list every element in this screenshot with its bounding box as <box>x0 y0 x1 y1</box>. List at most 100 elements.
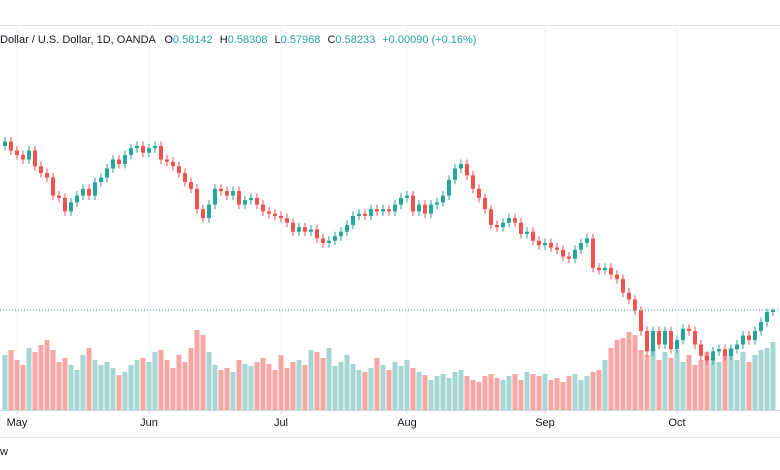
candle-body <box>56 195 61 198</box>
volume-bar <box>20 365 26 410</box>
volume-bar <box>740 352 746 410</box>
candle-body <box>206 204 211 219</box>
volume-bar <box>392 362 398 410</box>
volume-bar <box>548 380 554 410</box>
volume-bar <box>62 358 68 410</box>
candle-body <box>272 213 277 216</box>
volume-bar <box>290 362 296 410</box>
volume-bar <box>338 362 344 410</box>
volume-bar <box>362 372 368 410</box>
volume-bar <box>308 350 314 410</box>
volume-bar <box>602 360 608 410</box>
volume-bar <box>242 364 248 410</box>
volume-bar <box>404 360 410 410</box>
candle-body <box>704 355 709 361</box>
candle-body <box>332 236 337 241</box>
volume-bar <box>38 345 44 410</box>
candle-body <box>158 145 163 160</box>
x-tick-label: Jul <box>274 417 288 429</box>
candle-body <box>110 159 115 169</box>
ohlc-label: L <box>275 34 281 46</box>
candle-body <box>140 145 145 153</box>
candle-body <box>290 222 295 232</box>
volume-bar <box>704 352 710 410</box>
volume-bar <box>410 368 416 410</box>
candle-body <box>266 211 271 214</box>
candle-body <box>566 256 571 259</box>
volume-bar <box>188 348 194 410</box>
volume-bar <box>68 365 74 410</box>
candle-body <box>176 166 181 174</box>
candle-body <box>134 145 139 149</box>
candle-body <box>350 215 355 225</box>
volume-bar <box>374 358 380 410</box>
candle-body <box>164 159 169 162</box>
candle-body <box>518 222 523 234</box>
x-tick-label: Oct <box>668 417 685 429</box>
volume-bar <box>254 362 260 410</box>
candle-body <box>230 191 235 196</box>
volume-bar <box>680 362 686 410</box>
volume-bar <box>560 382 566 410</box>
legend: Dollar / U.S. Dollar, 1D, OANDA O0.58142… <box>0 34 476 46</box>
volume-bar <box>260 358 266 410</box>
low-value: 0.57968 <box>281 34 321 46</box>
candle-body <box>536 240 541 246</box>
volume-bar <box>632 335 638 410</box>
x-tick-label: Sep <box>535 417 555 429</box>
volume-bar <box>764 348 770 410</box>
volume-bar <box>284 368 290 410</box>
volume-bar <box>74 370 80 410</box>
volume-bar <box>614 340 620 410</box>
close-value: 0.58233 <box>335 34 375 46</box>
volume-bar <box>212 365 218 410</box>
volume-bar <box>164 360 170 410</box>
candle-body <box>302 227 307 232</box>
volume-bar <box>482 376 488 410</box>
candle-body <box>758 321 763 332</box>
volume-bar <box>458 370 464 410</box>
candle-body <box>248 197 253 201</box>
candle-body <box>554 247 559 250</box>
volume-bar <box>98 365 104 410</box>
volume-bar <box>470 380 476 410</box>
volume-bar <box>320 358 326 410</box>
volume-bar <box>230 372 236 410</box>
candle-body <box>260 204 265 212</box>
volume-bar <box>80 355 86 410</box>
candle-body <box>50 177 55 196</box>
volume-bar <box>380 365 386 410</box>
candle-body <box>2 141 7 146</box>
candle-body <box>680 328 685 341</box>
volume-bar <box>86 348 92 410</box>
volume-bar <box>476 382 482 410</box>
volume-bar <box>272 370 278 410</box>
volume-bar <box>278 355 284 410</box>
volume-bar <box>428 380 434 410</box>
candle-body <box>68 202 73 212</box>
candle-body <box>440 195 445 203</box>
candle-body <box>32 150 37 167</box>
candle-body <box>8 141 13 151</box>
volume-bar <box>566 376 572 410</box>
volume-bar <box>524 372 530 410</box>
volume-bar <box>650 348 656 410</box>
volume-bar <box>176 355 182 410</box>
volume-bar <box>266 364 272 410</box>
candle-body <box>416 204 421 212</box>
ohlc-label: C <box>327 34 335 46</box>
volume-bar <box>236 360 242 410</box>
candle-body <box>458 164 463 169</box>
x-tick-label: Jun <box>140 417 158 429</box>
volume-bar <box>686 355 692 410</box>
volume-bar <box>296 360 302 410</box>
volume-bar <box>746 362 752 410</box>
volume-bar <box>344 355 350 410</box>
volume-bar <box>368 368 374 410</box>
volume-bar <box>500 380 506 410</box>
candle-body <box>716 349 721 352</box>
candle-body <box>614 274 619 280</box>
volume-bar <box>710 358 716 410</box>
volume-bar <box>386 370 392 410</box>
volume-bar <box>644 355 650 410</box>
